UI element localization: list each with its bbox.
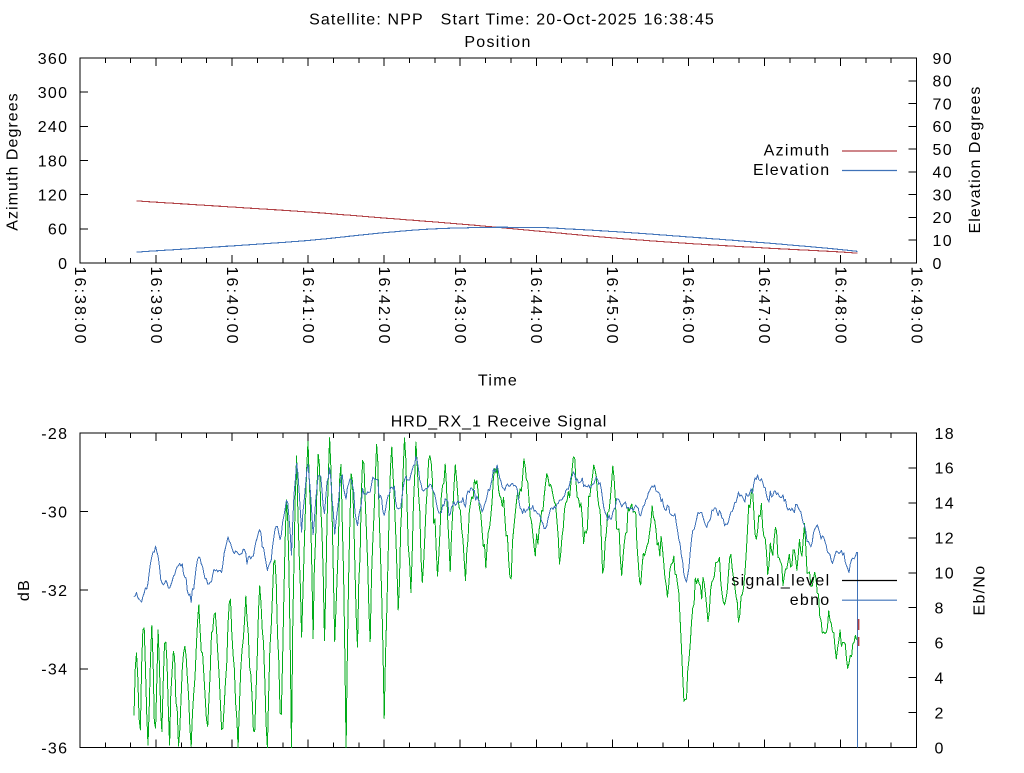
svg-text:Elevation Degrees: Elevation Degrees xyxy=(967,86,984,234)
svg-text:40: 40 xyxy=(933,165,953,182)
svg-text:18: 18 xyxy=(935,426,955,443)
svg-text:16:46:00: 16:46:00 xyxy=(679,267,696,346)
svg-text:16:40:00: 16:40:00 xyxy=(223,267,240,346)
svg-text:14: 14 xyxy=(935,496,955,513)
svg-text:0: 0 xyxy=(58,256,68,273)
svg-text:Position: Position xyxy=(464,34,531,51)
svg-text:16:48:00: 16:48:00 xyxy=(831,267,848,346)
svg-text:90: 90 xyxy=(933,51,953,68)
svg-text:Elevation: Elevation xyxy=(753,162,831,179)
svg-text:-28: -28 xyxy=(41,426,68,443)
svg-text:80: 80 xyxy=(933,74,953,91)
svg-text:-34: -34 xyxy=(41,662,68,679)
svg-text:60: 60 xyxy=(48,222,68,239)
svg-text:16: 16 xyxy=(935,461,955,478)
svg-text:-32: -32 xyxy=(41,583,68,600)
svg-text:12: 12 xyxy=(935,531,955,548)
svg-text:0: 0 xyxy=(935,740,945,757)
svg-text:2: 2 xyxy=(935,705,945,722)
svg-text:180: 180 xyxy=(38,153,69,170)
svg-text:0: 0 xyxy=(933,256,943,273)
svg-text:ebno: ebno xyxy=(790,592,831,609)
svg-text:16:43:00: 16:43:00 xyxy=(451,267,468,346)
svg-text:300: 300 xyxy=(38,85,69,102)
svg-text:10: 10 xyxy=(933,233,953,250)
svg-text:240: 240 xyxy=(38,119,69,136)
svg-text:signal_level: signal_level xyxy=(731,573,830,590)
svg-text:6: 6 xyxy=(935,635,945,652)
svg-text:16:49:00: 16:49:00 xyxy=(907,267,924,346)
svg-text:-36: -36 xyxy=(41,740,68,757)
svg-text:16:41:00: 16:41:00 xyxy=(299,267,316,346)
svg-text:Satellite: NPP Start Time: 2: Satellite: NPP Start Time: 20-Oct-2025 1… xyxy=(309,12,715,29)
svg-text:Azimuth: Azimuth xyxy=(764,143,831,160)
svg-text:HRD_RX_1 Receive Signal: HRD_RX_1 Receive Signal xyxy=(391,414,608,431)
svg-text:16:44:00: 16:44:00 xyxy=(527,267,544,346)
svg-text:50: 50 xyxy=(933,142,953,159)
svg-text:30: 30 xyxy=(933,187,953,204)
svg-text:dB: dB xyxy=(16,579,33,601)
svg-text:16:39:00: 16:39:00 xyxy=(147,267,164,346)
svg-text:4: 4 xyxy=(935,670,945,687)
svg-text:60: 60 xyxy=(933,119,953,136)
svg-text:10: 10 xyxy=(935,566,955,583)
svg-text:16:45:00: 16:45:00 xyxy=(603,267,620,346)
svg-text:Time: Time xyxy=(478,373,518,390)
svg-text:Eb/No: Eb/No xyxy=(972,565,989,616)
svg-text:70: 70 xyxy=(933,96,953,113)
svg-text:360: 360 xyxy=(38,51,69,68)
svg-text:8: 8 xyxy=(935,601,945,618)
svg-text:Azimuth Degrees: Azimuth Degrees xyxy=(5,92,22,230)
svg-text:20: 20 xyxy=(933,210,953,227)
svg-text:16:42:00: 16:42:00 xyxy=(375,267,392,346)
svg-text:120: 120 xyxy=(38,187,69,204)
svg-text:16:38:00: 16:38:00 xyxy=(71,267,88,346)
svg-text:16:47:00: 16:47:00 xyxy=(755,267,772,346)
svg-text:-30: -30 xyxy=(41,504,68,521)
